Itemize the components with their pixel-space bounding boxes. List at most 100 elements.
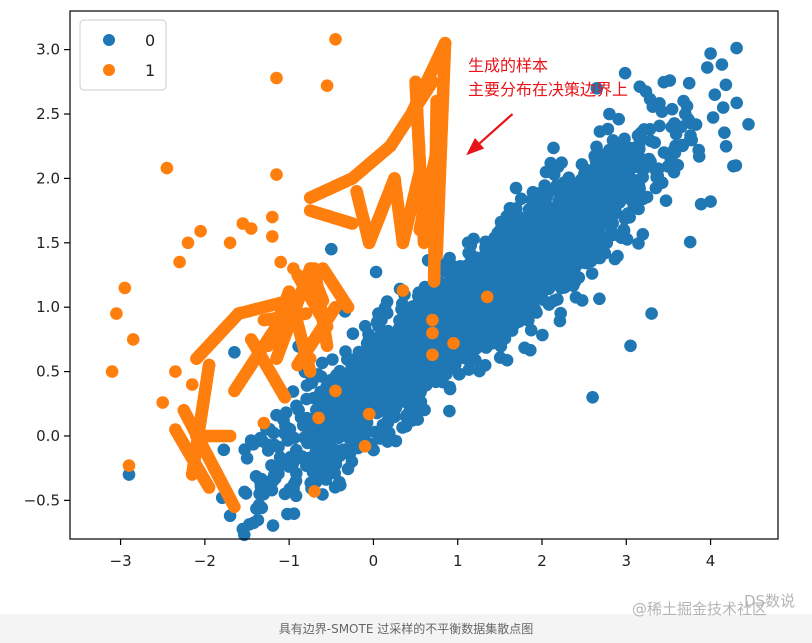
class-0-point <box>719 78 733 92</box>
class-0-point <box>399 410 413 423</box>
class-0-point <box>399 334 413 347</box>
class-0-point <box>462 269 476 283</box>
class-0-point <box>578 226 592 239</box>
class-1-point <box>118 281 132 295</box>
class-1-synthetic-point <box>303 365 317 378</box>
class-0-point <box>310 433 324 446</box>
class-1-point <box>270 168 283 181</box>
class-0-point <box>443 251 456 265</box>
class-0-point <box>612 148 626 162</box>
class-0-point <box>665 120 678 134</box>
class-0-point <box>488 231 501 245</box>
class-0-point <box>318 443 331 456</box>
class-0-point <box>640 190 654 204</box>
class-0-point <box>719 140 733 153</box>
class-0-point <box>547 141 560 155</box>
class-0-point <box>358 319 372 333</box>
class-0-point <box>442 284 456 298</box>
class-0-point <box>604 156 617 169</box>
class-0-point <box>677 94 690 108</box>
scatter-chart: −3 −2 −1 0 1 2 3 4 −0.5 0.0 0.5 1.0 1.5 2.0 2.5 3.0 0 1… <box>23 10 796 610</box>
class-0-point <box>618 164 631 177</box>
class-0-point <box>474 302 487 316</box>
class-0-point <box>343 405 357 418</box>
class-1-synthetic-point <box>228 384 241 398</box>
class-0-point <box>602 210 616 223</box>
y-tick-label: 2.0 <box>36 169 60 187</box>
class-1-point <box>447 337 460 350</box>
class-0-point <box>585 267 599 280</box>
class-0-point <box>400 363 413 376</box>
class-0-point <box>606 134 620 147</box>
class-0-point <box>399 373 412 386</box>
axis-ticks: −3 −2 −1 0 1 2 3 4 −0.5 0.0 0.5 1.0 1.5 2.0 2.5 3.0 <box>24 41 716 570</box>
class-1-point <box>110 307 123 320</box>
class-0-point <box>742 118 755 131</box>
class-0-point <box>492 299 505 313</box>
y-tick-label: 0.0 <box>36 427 60 445</box>
class-0-point <box>730 41 743 55</box>
x-tick-label: −3 <box>110 552 132 570</box>
class-0-point <box>454 351 467 365</box>
class-0-point <box>612 112 625 126</box>
class-0-point <box>637 123 651 136</box>
class-1-point <box>312 411 325 425</box>
class-0-point <box>508 317 522 330</box>
class-1-point <box>362 407 376 421</box>
class-0-point <box>620 233 634 246</box>
class-0-point <box>432 298 446 311</box>
class-0-point <box>514 192 528 206</box>
class-1-point <box>194 224 207 238</box>
class-0-point <box>256 435 270 448</box>
class-0-point <box>362 334 375 348</box>
class-0-point <box>325 242 338 256</box>
legend-marker-0 <box>103 34 115 46</box>
class-0-point <box>545 271 558 285</box>
class-0-point <box>434 339 448 352</box>
class-0-point <box>354 365 367 379</box>
class-1-synthetic-point <box>228 500 241 514</box>
plot-frame <box>69 10 779 540</box>
annotation: 生成的样本 主要分布在决策边界上 <box>466 56 628 156</box>
legend-marker-1 <box>103 64 115 76</box>
class-0-point <box>518 341 531 355</box>
class-0-point <box>369 357 382 371</box>
class-0-point <box>443 380 456 394</box>
class-0-point <box>410 401 424 415</box>
class-0-point <box>393 314 406 327</box>
class-0-point <box>281 507 294 521</box>
class-0-point <box>496 251 510 264</box>
class-0-point <box>314 385 327 399</box>
class-0-point <box>716 101 730 114</box>
class-1-point <box>122 459 136 472</box>
class-0-point <box>289 489 303 503</box>
class-0-point <box>549 253 563 266</box>
class-0-point <box>648 136 661 149</box>
class-0-point <box>443 404 456 418</box>
class-0-point <box>278 487 292 501</box>
class-0-point <box>452 368 466 381</box>
class-0-point <box>435 366 449 380</box>
class-0-point <box>290 467 303 480</box>
class-0-point <box>679 107 692 121</box>
class-0-point <box>633 80 647 93</box>
class-0-point <box>730 96 743 110</box>
class-0-point <box>618 132 631 146</box>
class-0-point <box>593 292 606 306</box>
x-tick-label: 3 <box>622 552 632 570</box>
class-0-point <box>542 298 556 311</box>
class-0-point <box>570 241 584 254</box>
class-0-point <box>416 317 430 330</box>
class-0-point <box>645 307 658 320</box>
class-0-point <box>665 102 679 116</box>
class-0-point <box>429 375 443 389</box>
class-0-point <box>478 321 492 335</box>
class-0-point <box>554 232 567 246</box>
class-0-point <box>355 389 368 403</box>
y-tick-label: 2.5 <box>36 105 60 123</box>
class-0-point <box>417 305 431 319</box>
x-tick-label: 4 <box>706 552 716 570</box>
class-0-point <box>708 88 722 101</box>
class-0-point <box>536 328 549 342</box>
class-1-point <box>185 378 199 391</box>
